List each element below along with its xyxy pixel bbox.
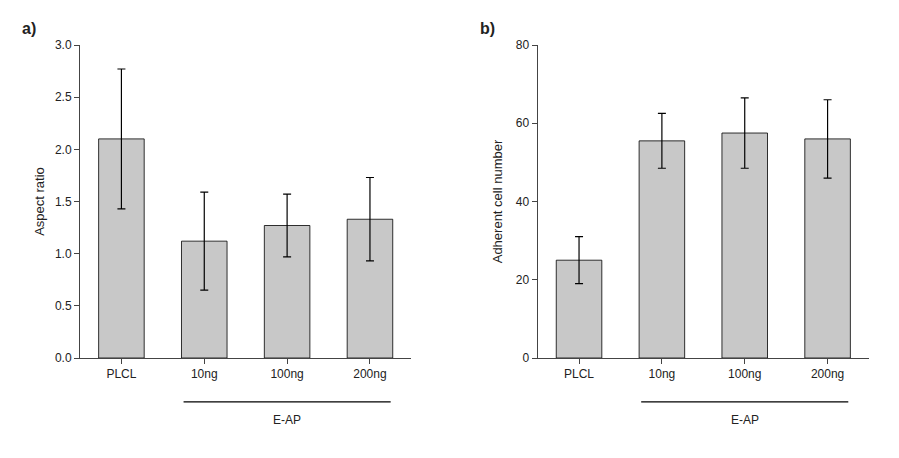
svg-text:20: 20 bbox=[516, 273, 530, 287]
svg-text:0.5: 0.5 bbox=[55, 299, 72, 313]
svg-text:60: 60 bbox=[516, 116, 530, 130]
svg-text:E-AP: E-AP bbox=[273, 413, 301, 427]
svg-text:0: 0 bbox=[523, 351, 530, 365]
svg-text:a): a) bbox=[22, 20, 36, 37]
svg-text:80: 80 bbox=[516, 38, 530, 52]
svg-text:3.0: 3.0 bbox=[55, 38, 72, 52]
svg-text:Adherent cell number: Adherent cell number bbox=[490, 139, 505, 263]
svg-text:PLCL: PLCL bbox=[564, 367, 594, 381]
svg-text:2.5: 2.5 bbox=[55, 90, 72, 104]
svg-text:b): b) bbox=[480, 20, 495, 37]
svg-text:2.0: 2.0 bbox=[55, 143, 72, 157]
svg-text:0.0: 0.0 bbox=[55, 351, 72, 365]
svg-text:200ng: 200ng bbox=[353, 367, 386, 381]
svg-text:1.0: 1.0 bbox=[55, 247, 72, 261]
svg-text:100ng: 100ng bbox=[728, 367, 761, 381]
svg-text:1.5: 1.5 bbox=[55, 195, 72, 209]
svg-text:40: 40 bbox=[516, 195, 530, 209]
svg-text:100ng: 100ng bbox=[270, 367, 303, 381]
svg-text:Aspect ratio: Aspect ratio bbox=[32, 167, 47, 236]
svg-text:PLCL: PLCL bbox=[106, 367, 136, 381]
svg-text:200ng: 200ng bbox=[811, 367, 844, 381]
svg-text:E-AP: E-AP bbox=[731, 413, 759, 427]
svg-text:10ng: 10ng bbox=[191, 367, 218, 381]
svg-text:10ng: 10ng bbox=[649, 367, 676, 381]
